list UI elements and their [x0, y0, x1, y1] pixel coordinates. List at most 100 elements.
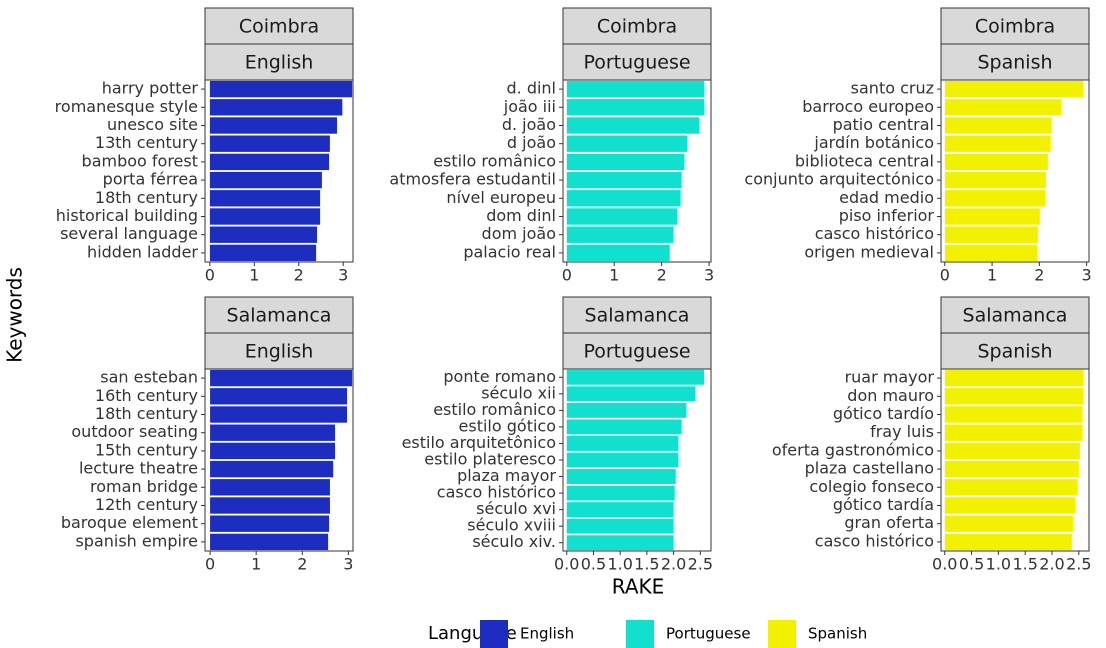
x-tick-label: 0.0 [554, 555, 579, 574]
strip [204, 7, 354, 45]
x-tick-label: 0.5 [581, 555, 606, 574]
bar [566, 386, 696, 402]
bar [209, 226, 317, 243]
y-tick-label: 18th century [95, 188, 198, 207]
bar [944, 460, 1079, 478]
y-tick-label: outdoor seating [71, 422, 198, 441]
y-tick-label: 16th century [95, 386, 198, 405]
y-tick-label: século xviii [467, 516, 556, 535]
strip [204, 43, 354, 81]
bar [566, 535, 674, 551]
x-axis-label: RAKE [612, 575, 665, 599]
bar [944, 533, 1072, 551]
bar [944, 424, 1083, 441]
strip-label: Salamanca [963, 305, 1068, 327]
y-tick-label: estilo românico [433, 151, 556, 170]
y-tick-label: nível europeu [446, 188, 556, 207]
bar [209, 80, 353, 98]
x-tick-label: 1.5 [634, 555, 659, 574]
bar [944, 171, 1046, 189]
y-tick-label: santo cruz [851, 79, 934, 98]
bar [210, 460, 334, 478]
x-tick-label: 3 [343, 555, 353, 574]
x-tick-label: 0 [205, 555, 215, 574]
bar [210, 497, 330, 514]
x-tick-label: 1 [251, 555, 261, 574]
y-tick-label: several language [60, 224, 198, 243]
strip-label: English [245, 52, 314, 74]
bar [944, 190, 1046, 207]
legend-label: English [520, 625, 574, 643]
bar [566, 452, 679, 468]
y-tick-label: baroque element [61, 513, 198, 532]
y-tick-label: harry potter [102, 79, 199, 98]
y-tick-label: ruar mayor [845, 368, 935, 387]
x-tick-label: 2.5 [1066, 555, 1091, 574]
bar [210, 388, 348, 405]
strip [204, 332, 354, 370]
y-tick-label: d. joão [502, 115, 556, 134]
x-tick-label: 3 [704, 266, 714, 285]
strip-label: Coimbra [597, 16, 677, 38]
bar [566, 171, 682, 189]
bar [566, 99, 705, 116]
bar [209, 171, 322, 189]
y-tick-label: estilo românico [433, 400, 556, 419]
bar [566, 117, 700, 134]
y-tick-label: d joão [507, 133, 556, 152]
x-tick-label: 3 [1082, 266, 1092, 285]
x-tick-label: 2.0 [661, 555, 686, 574]
y-tick-label: gótico tardío [833, 404, 934, 423]
x-tick-label: 1.0 [986, 555, 1011, 574]
bar [209, 99, 343, 116]
strip-label: Spanish [977, 52, 1052, 74]
bar [566, 436, 679, 451]
bar [944, 388, 1084, 405]
bar [566, 485, 675, 501]
y-tick-label: estilo gótico [459, 416, 556, 435]
y-tick-label: don mauro [847, 386, 934, 405]
strip-label: Portuguese [583, 52, 690, 74]
bar [566, 208, 678, 225]
x-tick-label: 0 [940, 266, 950, 285]
y-tick-label: casco histórico [815, 531, 934, 550]
strip [562, 43, 712, 81]
bar [944, 80, 1084, 98]
y-tick-label: jardín botánico [813, 133, 934, 152]
strip-label: Salamanca [585, 305, 690, 327]
strip [562, 7, 712, 45]
strip [562, 332, 712, 370]
y-tick-label: século xii [481, 383, 556, 402]
bar [209, 153, 329, 171]
strip [940, 332, 1090, 370]
y-tick-label: lecture theatre [79, 459, 198, 478]
y-tick-label: piso inferior [839, 206, 935, 225]
bar [566, 153, 685, 171]
y-tick-label: ponte romano [443, 367, 556, 386]
y-tick-label: edad medio [839, 188, 934, 207]
bar [944, 135, 1051, 152]
bar [566, 80, 705, 98]
bar [566, 135, 688, 152]
y-tick-label: 12th century [95, 495, 198, 514]
x-tick-label: 0 [562, 266, 572, 285]
x-tick-label: 2 [297, 555, 307, 574]
y-tick-label: colegio fonseco [809, 477, 934, 496]
bar [209, 117, 337, 134]
bar [566, 226, 674, 243]
y-tick-label: casco histórico [437, 483, 556, 502]
bar [209, 244, 317, 262]
bar [944, 153, 1048, 171]
y-tick-label: século xiv. [472, 532, 556, 551]
y-tick-label: unesco site [107, 115, 198, 134]
legend-swatch [626, 620, 654, 648]
y-axis-label: Keywords [3, 267, 27, 363]
bar [210, 369, 353, 387]
x-tick-label: 2.5 [688, 555, 713, 574]
bar [209, 135, 330, 152]
bar [944, 497, 1076, 514]
strip [204, 296, 354, 334]
bar [944, 226, 1038, 243]
bar [944, 99, 1062, 116]
